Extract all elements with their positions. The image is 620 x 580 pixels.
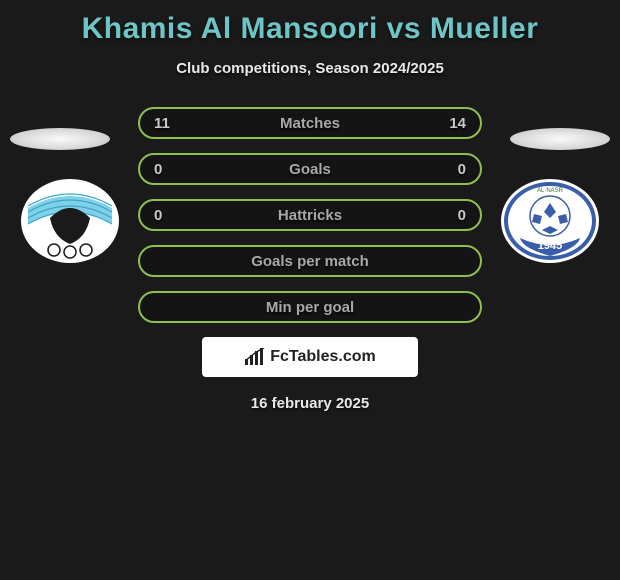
stat-label: Goals per match [178,253,442,270]
crest-left-icon [20,178,120,264]
stat-label: Goals [178,161,442,178]
brand-card: FcTables.com [202,337,418,377]
bar-chart-icon [244,348,266,366]
club-crest-right: 1945 AL·NASR [500,178,600,264]
stat-right-value: 14 [442,115,466,132]
stat-row-hattricks: 0 Hattricks 0 [138,199,482,231]
crest-right-icon: 1945 AL·NASR [500,178,600,264]
stat-label: Hattricks [178,207,442,224]
svg-text:AL·NASR: AL·NASR [537,188,564,194]
club-crest-left [20,178,120,264]
stat-row-goals-per-match: Goals per match [138,245,482,277]
footer-date: 16 february 2025 [251,395,369,412]
stat-left-value: 0 [154,161,178,178]
player-left-head-icon [10,128,110,150]
stats-block: 11 Matches 14 0 Goals 0 0 Hattricks 0 Go… [138,107,482,323]
stat-left-value: 0 [154,207,178,224]
stat-label: Min per goal [178,299,442,316]
stat-row-min-per-goal: Min per goal [138,291,482,323]
page-title: Khamis Al Mansoori vs Mueller [82,12,539,46]
stat-row-goals: 0 Goals 0 [138,153,482,185]
page-subtitle: Club competitions, Season 2024/2025 [176,60,444,77]
crest-year: 1945 [538,240,562,252]
stat-left-value: 11 [154,115,178,132]
player-right-head-icon [510,128,610,150]
stat-right-value: 0 [442,207,466,224]
stat-label: Matches [178,115,442,132]
stat-row-matches: 11 Matches 14 [138,107,482,139]
stat-right-value: 0 [442,161,466,178]
brand-text: FcTables.com [270,348,376,366]
